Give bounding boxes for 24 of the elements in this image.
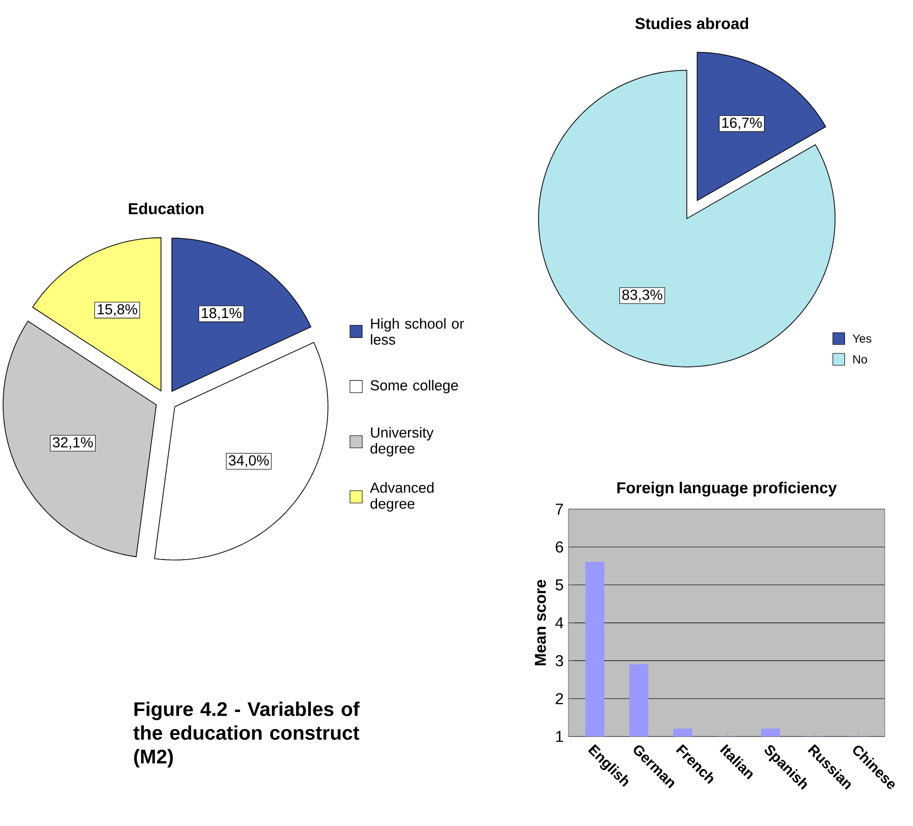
data-label: 83,3%	[622, 289, 662, 302]
legend-label: Some college	[370, 380, 458, 394]
caption: Figure 4.2 - Variables of the education construct (M2)	[133, 701, 360, 768]
y-tick-label: 7	[556, 503, 563, 514]
data-label: 15,8%	[98, 304, 138, 316]
data-label: 16,7%	[722, 117, 762, 130]
legend-label: Advanced degree	[370, 482, 434, 512]
legend-label: University degree	[370, 426, 434, 456]
legend-label: Yes	[852, 334, 872, 343]
y-tick-label: 4	[555, 617, 564, 628]
legend-label: No	[853, 354, 868, 364]
legend-label: High school or less	[370, 318, 464, 344]
y-tick-label: 5	[556, 579, 564, 590]
data-label: 18,1%	[202, 308, 242, 320]
y-tick-label: 6	[556, 541, 564, 552]
data-label: 32,1%	[52, 437, 93, 449]
y-tick-label: 3	[556, 654, 564, 666]
y-axis-title: Mean score	[534, 580, 546, 666]
y-tick-label: 2	[556, 692, 563, 704]
chart-title: Studies abroad	[635, 17, 748, 29]
y-tick-label: 1	[556, 730, 563, 742]
data-label: 34,0%	[228, 455, 269, 468]
chart-title: Foreign language proficiency	[617, 482, 837, 496]
chart-title: Education	[128, 202, 204, 214]
